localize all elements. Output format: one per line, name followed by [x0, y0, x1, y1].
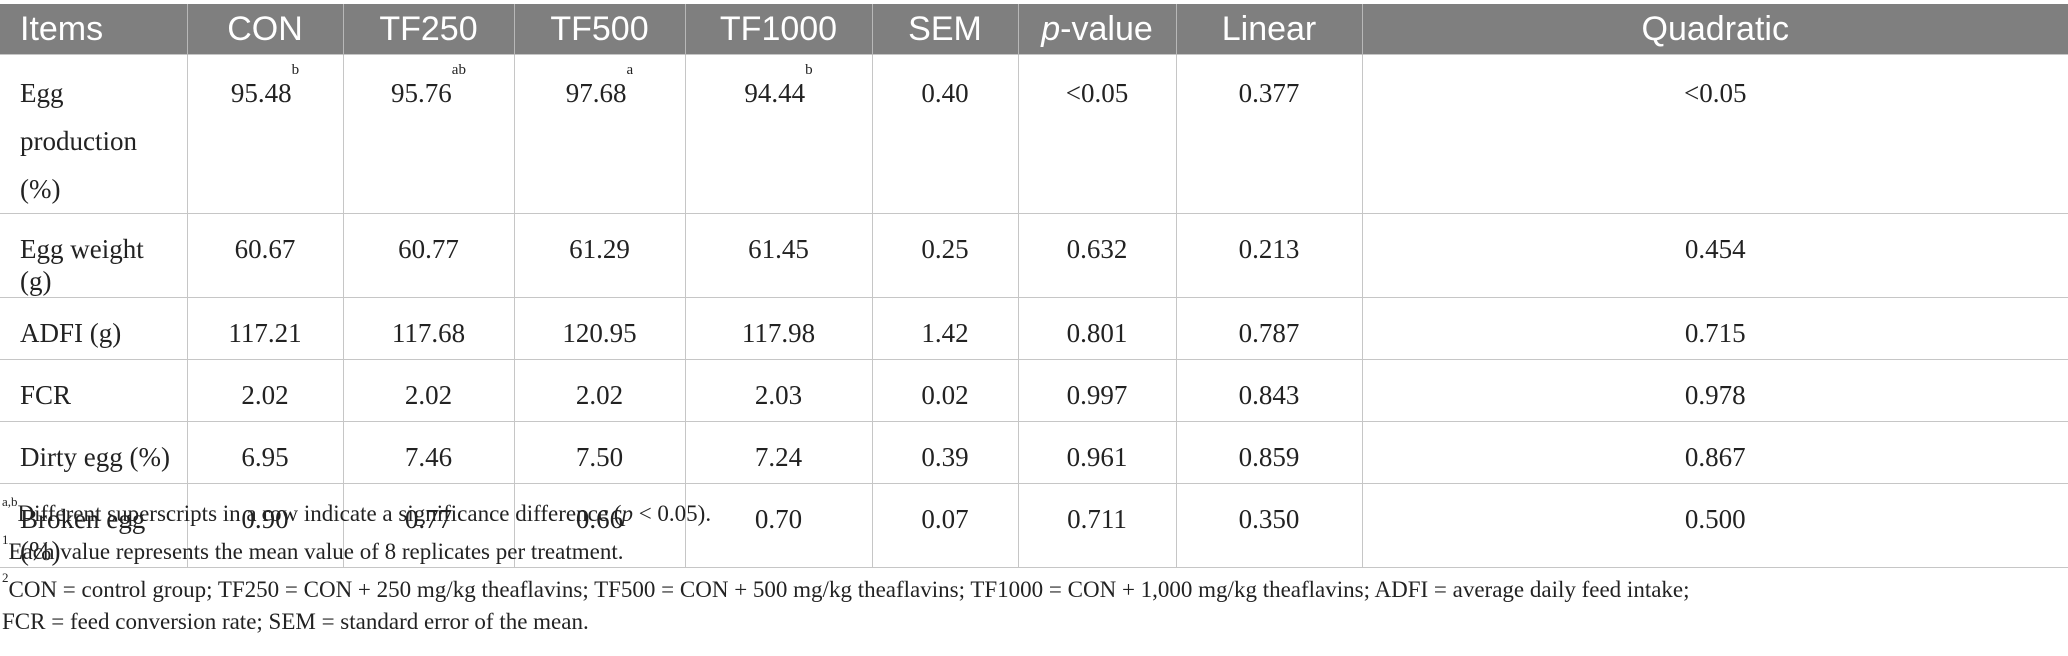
cell-p-value: 0.711 — [1017, 483, 1177, 568]
cell-quadratic: 0.715 — [1361, 297, 2068, 360]
footnote-marker: 2 — [2, 570, 9, 585]
cell-tf500: 0.66 — [513, 483, 686, 568]
footnote-abbreviations: 2CON = control group; TF250 = CON + 250 … — [0, 571, 2068, 638]
cell-con: 60.67 — [186, 213, 344, 298]
row-label: Egg weight (g) — [0, 213, 188, 298]
footnote-marker: 1 — [2, 532, 9, 547]
cell-tf250: 60.77 — [342, 213, 515, 298]
footnotes: a,bDifferent superscripts in a row indic… — [0, 495, 2068, 638]
cell-value: 97.68 — [565, 78, 627, 108]
cell-con: 95.48b — [186, 54, 344, 214]
cell-quadratic: 0.500 — [1361, 483, 2068, 568]
cell-tf500: 2.02 — [513, 359, 686, 422]
footnote-p-italic: p — [621, 501, 633, 526]
cell-quadratic: <0.05 — [1361, 54, 2068, 214]
cell-p-value: 0.961 — [1017, 421, 1177, 484]
col-header-con: CON — [187, 4, 344, 55]
cell-linear: 0.859 — [1175, 421, 1363, 484]
cell-con: 6.95 — [186, 421, 344, 484]
table-row: FCR 2.02 2.02 2.02 2.03 0.02 0.997 0.843… — [0, 359, 2068, 422]
cell-con: 117.21 — [186, 297, 344, 360]
cell-linear: 0.843 — [1175, 359, 1363, 422]
col-header-items: Items — [0, 4, 188, 55]
cell-value: 95.76 — [391, 78, 452, 108]
col-header-sem: SEM — [872, 4, 1019, 55]
row-label: Egg production (%) — [0, 54, 188, 214]
cell-sem: 0.39 — [871, 421, 1019, 484]
col-header-quadratic: Quadratic — [1362, 4, 2068, 55]
cell-p-value: 0.632 — [1017, 213, 1177, 298]
footnote-marker: a,b — [2, 494, 18, 509]
superscript: ab — [451, 62, 466, 78]
cell-tf250: 0.77 — [342, 483, 515, 568]
cell-linear: 0.377 — [1175, 54, 1363, 214]
cell-quadratic: 0.978 — [1361, 359, 2068, 422]
cell-tf500: 97.68a — [513, 54, 686, 214]
cell-quadratic: 0.454 — [1361, 213, 2068, 298]
cell-sem: 0.02 — [871, 359, 1019, 422]
p-italic: p — [1041, 9, 1061, 48]
table-row: ADFI (g) 117.21 117.68 120.95 117.98 1.4… — [0, 297, 2068, 360]
col-header-tf1000: TF1000 — [685, 4, 873, 55]
table-row: Egg weight (g) 60.67 60.77 61.29 61.45 0… — [0, 213, 2068, 298]
row-label: ADFI (g) — [0, 297, 188, 360]
cell-linear: 0.350 — [1175, 483, 1363, 568]
header-row: Items CON TF250 TF500 TF1000 SEM p-value… — [0, 4, 2068, 55]
footnote-significance: a,bDifferent superscripts in a row indic… — [0, 495, 2068, 530]
footnote-text: < 0.05). — [632, 501, 712, 526]
cell-tf250: 95.76ab — [342, 54, 515, 214]
col-header-tf500: TF500 — [514, 4, 686, 55]
footnote-text: CON = control group; TF250 = CON + 250 m… — [8, 577, 1690, 602]
cell-tf500: 120.95 — [513, 297, 686, 360]
cell-tf250: 2.02 — [342, 359, 515, 422]
cell-value: 94.44 — [744, 78, 806, 108]
row-label: FCR — [0, 359, 188, 422]
cell-sem: 0.07 — [871, 483, 1019, 568]
cell-value: 95.48 — [230, 78, 292, 108]
cell-tf250: 7.46 — [342, 421, 515, 484]
cell-tf500: 7.50 — [513, 421, 686, 484]
results-table: Items CON TF250 TF500 TF1000 SEM p-value… — [0, 4, 2068, 568]
col-header-tf250: TF250 — [343, 4, 515, 55]
table-row: Broken egg (%) 0.90 0.77 0.66 0.70 0.07 … — [0, 483, 2068, 568]
cell-tf1000: 2.03 — [684, 359, 873, 422]
cell-sem: 0.25 — [871, 213, 1019, 298]
cell-tf1000: 117.98 — [684, 297, 873, 360]
cell-sem: 1.42 — [871, 297, 1019, 360]
footnote-text: FCR = feed conversion rate; SEM = standa… — [2, 609, 589, 634]
footnote-text: Different superscripts in a row indicate… — [17, 501, 622, 526]
cell-quadratic: 0.867 — [1361, 421, 2068, 484]
cell-sem: 0.40 — [871, 54, 1019, 214]
table-row: Dirty egg (%) 6.95 7.46 7.50 7.24 0.39 0… — [0, 421, 2068, 484]
table-row: Egg production (%) 95.48b 95.76ab 97.68a… — [0, 54, 2068, 214]
superscript: b — [291, 62, 300, 78]
cell-tf500: 61.29 — [513, 213, 686, 298]
row-label: Broken egg (%) — [0, 483, 188, 568]
superscript: b — [805, 62, 813, 78]
cell-tf1000: 0.70 — [684, 483, 873, 568]
cell-tf1000: 61.45 — [684, 213, 873, 298]
cell-p-value: <0.05 — [1017, 54, 1177, 214]
cell-con: 0.90 — [186, 483, 344, 568]
row-label: Dirty egg (%) — [0, 421, 188, 484]
cell-p-value: 0.997 — [1017, 359, 1177, 422]
p-value-suffix: -value — [1060, 9, 1153, 48]
cell-p-value: 0.801 — [1017, 297, 1177, 360]
footnote-replicates: 1Each value represents the mean value of… — [0, 533, 2068, 568]
col-header-p-value: p-value — [1018, 4, 1177, 55]
superscript: a — [626, 62, 634, 78]
cell-linear: 0.787 — [1175, 297, 1363, 360]
cell-tf1000: 94.44b — [684, 54, 873, 214]
cell-linear: 0.213 — [1175, 213, 1363, 298]
results-table-container: Items CON TF250 TF500 TF1000 SEM p-value… — [0, 4, 2068, 568]
cell-tf1000: 7.24 — [684, 421, 873, 484]
cell-tf250: 117.68 — [342, 297, 515, 360]
cell-con: 2.02 — [186, 359, 344, 422]
footnote-text: Each value represents the mean value of … — [8, 539, 624, 564]
col-header-linear: Linear — [1176, 4, 1363, 55]
